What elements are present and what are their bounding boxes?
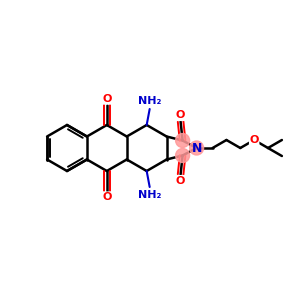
Circle shape	[190, 141, 204, 155]
Text: NH₂: NH₂	[138, 190, 161, 200]
Circle shape	[176, 134, 190, 148]
Text: O: O	[102, 192, 112, 202]
Circle shape	[176, 148, 190, 163]
Text: O: O	[250, 135, 259, 145]
Text: N: N	[191, 142, 202, 154]
Text: O: O	[176, 176, 185, 185]
Text: NH₂: NH₂	[138, 96, 161, 106]
Text: O: O	[102, 94, 112, 104]
Text: O: O	[176, 110, 185, 121]
